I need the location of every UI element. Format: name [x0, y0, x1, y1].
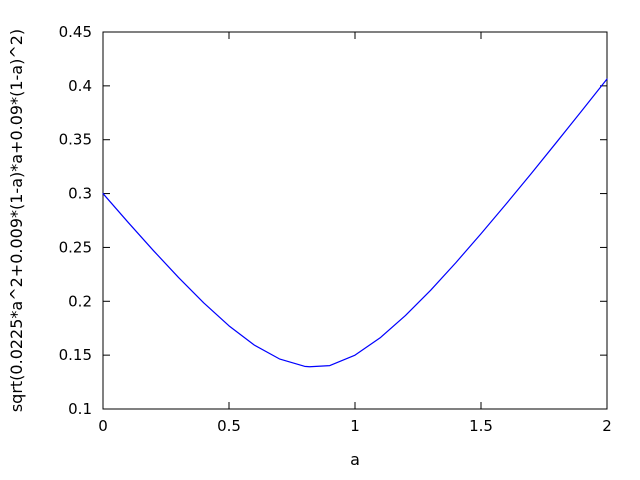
x-tick-label-1: 0.5	[217, 417, 241, 435]
y-tick-label-3: 0.25	[59, 238, 92, 256]
y-tick-label-6: 0.4	[68, 77, 92, 95]
plot-frame	[102, 31, 608, 410]
x-axis-label: a	[350, 450, 360, 469]
x-tick-label-0: 0	[98, 417, 108, 435]
x-tick-label-2: 1	[350, 417, 360, 435]
y-tick-label-4: 0.3	[68, 185, 92, 203]
y-tick-label-0: 0.1	[68, 400, 92, 418]
y-tick-label-5: 0.35	[59, 131, 92, 149]
series-line-0	[102, 78, 608, 368]
x-tick-label-3: 1.5	[469, 417, 493, 435]
y-tick-label-1: 0.15	[59, 346, 92, 364]
x-tick-label-4: 2	[602, 417, 612, 435]
y-axis-label: sqrt(0.0225*a^2+0.009*(1-a)*a+0.09*(1-a)…	[7, 29, 26, 412]
y-tick-label-7: 0.45	[59, 23, 92, 41]
y-tick-label-2: 0.2	[68, 292, 92, 310]
